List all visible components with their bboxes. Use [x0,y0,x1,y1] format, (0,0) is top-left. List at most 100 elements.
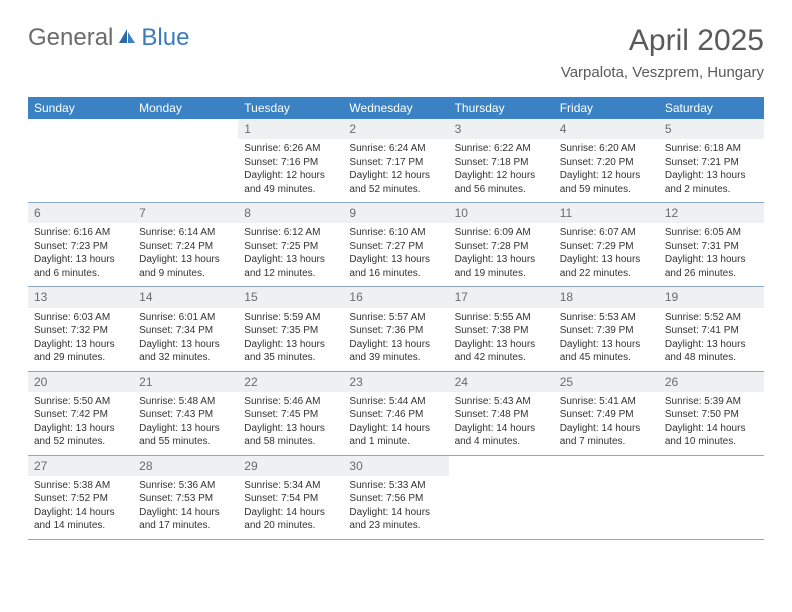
daylight-line: Daylight: 13 hours and 45 minutes. [560,338,653,365]
day-number: 21 [133,372,238,392]
daylight-line: Daylight: 14 hours and 20 minutes. [244,506,337,533]
daylight-line: Daylight: 14 hours and 7 minutes. [560,422,653,449]
calendar-cell: 27Sunrise: 5:38 AMSunset: 7:52 PMDayligh… [28,456,133,540]
title-block: April 2025 Varpalota, Veszprem, Hungary [561,24,764,81]
calendar-cell: 11Sunrise: 6:07 AMSunset: 7:29 PMDayligh… [554,203,659,287]
day-number: 3 [449,119,554,139]
cell-body: Sunrise: 5:48 AMSunset: 7:43 PMDaylight:… [133,392,238,455]
calendar-cell: 12Sunrise: 6:05 AMSunset: 7:31 PMDayligh… [659,203,764,287]
daylight-line: Daylight: 14 hours and 14 minutes. [34,506,127,533]
sunset-line: Sunset: 7:28 PM [455,240,548,254]
sunset-line: Sunset: 7:56 PM [349,492,442,506]
cell-body: Sunrise: 5:53 AMSunset: 7:39 PMDaylight:… [554,308,659,371]
day-number: 5 [659,119,764,139]
calendar-cell: 19Sunrise: 5:52 AMSunset: 7:41 PMDayligh… [659,287,764,371]
daylight-line: Daylight: 12 hours and 52 minutes. [349,169,442,196]
sunset-line: Sunset: 7:36 PM [349,324,442,338]
calendar-cell: 9Sunrise: 6:10 AMSunset: 7:27 PMDaylight… [343,203,448,287]
day-number: 27 [28,456,133,476]
sunrise-line: Sunrise: 5:41 AM [560,395,653,409]
sunrise-line: Sunrise: 5:46 AM [244,395,337,409]
day-number: 8 [238,203,343,223]
calendar-cell: 5Sunrise: 6:18 AMSunset: 7:21 PMDaylight… [659,119,764,203]
cell-body: Sunrise: 6:16 AMSunset: 7:23 PMDaylight:… [28,223,133,286]
dow-header: Wednesday [343,97,448,119]
sunset-line: Sunset: 7:41 PM [665,324,758,338]
sunrise-line: Sunrise: 6:05 AM [665,226,758,240]
day-number: 26 [659,372,764,392]
calendar-cell: 15Sunrise: 5:59 AMSunset: 7:35 PMDayligh… [238,287,343,371]
daylight-line: Daylight: 13 hours and 26 minutes. [665,253,758,280]
calendar-cell: 2Sunrise: 6:24 AMSunset: 7:17 PMDaylight… [343,119,448,203]
cell-body: Sunrise: 6:01 AMSunset: 7:34 PMDaylight:… [133,308,238,371]
calendar-cell: 29Sunrise: 5:34 AMSunset: 7:54 PMDayligh… [238,456,343,540]
sunset-line: Sunset: 7:53 PM [139,492,232,506]
calendar-cell: 30Sunrise: 5:33 AMSunset: 7:56 PMDayligh… [343,456,448,540]
sunrise-line: Sunrise: 6:22 AM [455,142,548,156]
day-number: 22 [238,372,343,392]
sail-icon [117,24,137,52]
sunrise-line: Sunrise: 5:59 AM [244,311,337,325]
calendar-cell: 6Sunrise: 6:16 AMSunset: 7:23 PMDaylight… [28,203,133,287]
daylight-line: Daylight: 13 hours and 55 minutes. [139,422,232,449]
sunrise-line: Sunrise: 6:12 AM [244,226,337,240]
calendar-cell-empty [133,119,238,203]
day-number: 30 [343,456,448,476]
day-number: 19 [659,287,764,307]
cell-body: Sunrise: 5:50 AMSunset: 7:42 PMDaylight:… [28,392,133,455]
sunrise-line: Sunrise: 5:48 AM [139,395,232,409]
sunrise-line: Sunrise: 5:43 AM [455,395,548,409]
calendar-cell: 23Sunrise: 5:44 AMSunset: 7:46 PMDayligh… [343,372,448,456]
cell-body: Sunrise: 6:10 AMSunset: 7:27 PMDaylight:… [343,223,448,286]
daylight-line: Daylight: 13 hours and 42 minutes. [455,338,548,365]
day-number: 13 [28,287,133,307]
cell-body: Sunrise: 6:09 AMSunset: 7:28 PMDaylight:… [449,223,554,286]
sunset-line: Sunset: 7:23 PM [34,240,127,254]
dow-header: Saturday [659,97,764,119]
cell-body: Sunrise: 6:22 AMSunset: 7:18 PMDaylight:… [449,139,554,202]
calendar-cell-empty [28,119,133,203]
sunrise-line: Sunrise: 5:44 AM [349,395,442,409]
cell-body: Sunrise: 5:44 AMSunset: 7:46 PMDaylight:… [343,392,448,455]
calendar-cell: 22Sunrise: 5:46 AMSunset: 7:45 PMDayligh… [238,372,343,456]
sunrise-line: Sunrise: 6:10 AM [349,226,442,240]
calendar-cell: 20Sunrise: 5:50 AMSunset: 7:42 PMDayligh… [28,372,133,456]
calendar-cell: 13Sunrise: 6:03 AMSunset: 7:32 PMDayligh… [28,287,133,371]
daylight-line: Daylight: 12 hours and 56 minutes. [455,169,548,196]
sunset-line: Sunset: 7:31 PM [665,240,758,254]
dow-header: Monday [133,97,238,119]
sunset-line: Sunset: 7:54 PM [244,492,337,506]
calendar-cell: 17Sunrise: 5:55 AMSunset: 7:38 PMDayligh… [449,287,554,371]
calendar-cell: 16Sunrise: 5:57 AMSunset: 7:36 PMDayligh… [343,287,448,371]
cell-body: Sunrise: 6:18 AMSunset: 7:21 PMDaylight:… [659,139,764,202]
day-number: 18 [554,287,659,307]
sunset-line: Sunset: 7:35 PM [244,324,337,338]
sunrise-line: Sunrise: 5:38 AM [34,479,127,493]
daylight-line: Daylight: 13 hours and 6 minutes. [34,253,127,280]
brand-part2: Blue [141,24,189,52]
cell-body: Sunrise: 5:36 AMSunset: 7:53 PMDaylight:… [133,476,238,539]
cell-body: Sunrise: 5:43 AMSunset: 7:48 PMDaylight:… [449,392,554,455]
day-number: 17 [449,287,554,307]
daylight-line: Daylight: 14 hours and 17 minutes. [139,506,232,533]
daylight-line: Daylight: 13 hours and 22 minutes. [560,253,653,280]
sunrise-line: Sunrise: 6:14 AM [139,226,232,240]
brand-logo: General Blue [28,24,189,52]
day-number: 25 [554,372,659,392]
sunset-line: Sunset: 7:16 PM [244,156,337,170]
day-number: 6 [28,203,133,223]
sunrise-line: Sunrise: 5:50 AM [34,395,127,409]
day-number: 10 [449,203,554,223]
sunset-line: Sunset: 7:45 PM [244,408,337,422]
cell-body: Sunrise: 5:46 AMSunset: 7:45 PMDaylight:… [238,392,343,455]
header: General Blue April 2025 Varpalota, Veszp… [0,0,792,89]
sunrise-line: Sunrise: 5:33 AM [349,479,442,493]
calendar-cell: 4Sunrise: 6:20 AMSunset: 7:20 PMDaylight… [554,119,659,203]
calendar-cell: 24Sunrise: 5:43 AMSunset: 7:48 PMDayligh… [449,372,554,456]
calendar-cell: 14Sunrise: 6:01 AMSunset: 7:34 PMDayligh… [133,287,238,371]
sunset-line: Sunset: 7:42 PM [34,408,127,422]
sunrise-line: Sunrise: 5:53 AM [560,311,653,325]
sunset-line: Sunset: 7:29 PM [560,240,653,254]
daylight-line: Daylight: 13 hours and 52 minutes. [34,422,127,449]
sunset-line: Sunset: 7:32 PM [34,324,127,338]
